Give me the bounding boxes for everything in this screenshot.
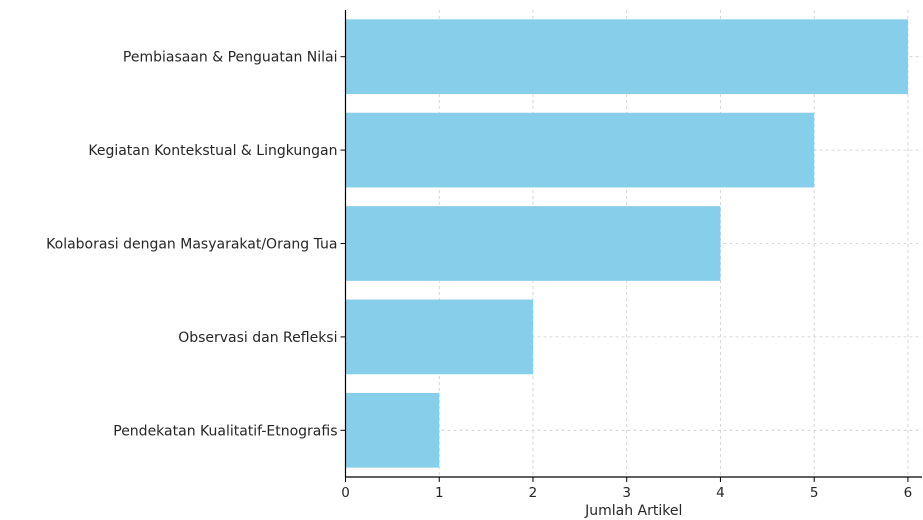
category-label: Pendekatan Kualitatif-Etnografis [113,423,337,439]
bar [345,299,533,375]
category-label: Pembiasaan & Penguatan Nilai [123,50,338,66]
bar [345,392,440,468]
category-label: Kolaborasi dengan Masyarakat/Orang Tua [46,237,337,253]
x-tick-label: 5 [810,485,819,501]
x-tick-label: 3 [622,485,631,501]
category-label: Observasi dan Refleksi [178,330,337,346]
x-tick-label: 6 [904,485,913,501]
bar [345,19,908,95]
x-tick-label: 2 [529,485,538,501]
x-tick-label: 1 [435,485,444,501]
x-tick-labels: 0 1 2 3 4 5 6 [341,485,912,501]
bar [345,206,721,281]
bars [345,19,908,468]
x-tick-label: 4 [716,485,725,501]
axes [340,10,922,482]
x-tick-label: 0 [341,485,350,501]
category-label: Kegiatan Kontekstual & Lingkungan [88,143,337,159]
category-labels: Pembiasaan & Penguatan Nilai Kegiatan Kon… [46,50,337,440]
x-axis-title: Jumlah Artikel [584,503,682,519]
bar [345,112,815,188]
